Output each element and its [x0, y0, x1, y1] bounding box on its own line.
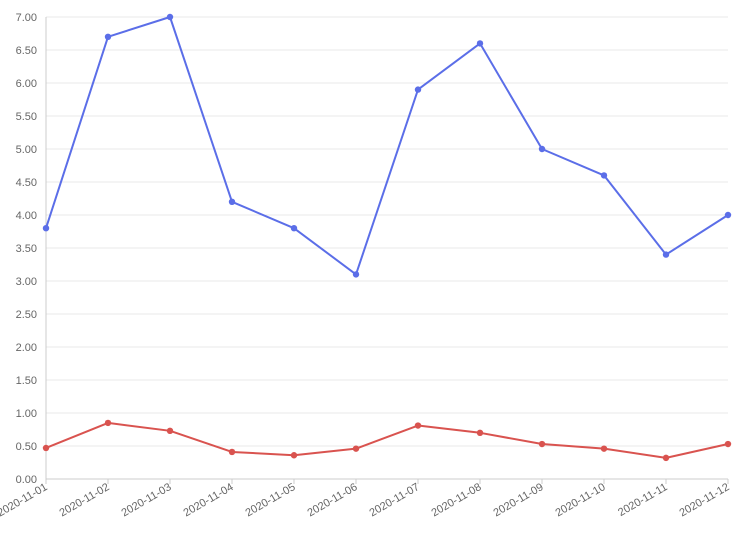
series-lines — [42, 13, 732, 462]
x-axis-tick-labels: 2020-11-01 2020-11-02 2020-11-03 2020-11-04… — [0, 481, 732, 519]
data-point[interactable] — [42, 444, 50, 452]
series-line — [45, 421, 729, 459]
y-tick-label: 0.50 — [16, 441, 37, 453]
y-tick-label: 4.50 — [16, 177, 37, 189]
data-point[interactable] — [166, 13, 174, 21]
data-point[interactable] — [166, 427, 174, 435]
y-tick-label: 3.00 — [16, 276, 37, 288]
x-tick-label: 2020-11-05 — [243, 481, 297, 519]
data-point[interactable] — [724, 440, 732, 448]
y-tick-label: 6.00 — [16, 78, 37, 90]
data-point[interactable] — [414, 422, 422, 429]
y-tick-label: 1.50 — [16, 375, 37, 387]
x-tick-label: 2020-11-02 — [57, 481, 111, 519]
data-point[interactable] — [104, 33, 112, 40]
x-tick-label: 2020-11-01 — [0, 481, 50, 519]
x-tick-label: 2020-11-10 — [553, 481, 607, 519]
x-tick-label: 2020-11-07 — [367, 481, 421, 519]
data-point[interactable] — [600, 172, 608, 179]
y-tick-label: 5.50 — [16, 111, 37, 123]
grid-lines — [46, 16, 728, 480]
x-tick-label: 2020-11-08 — [429, 481, 483, 519]
x-tick-label: 2020-11-12 — [677, 481, 731, 519]
y-tick-label: 5.00 — [16, 144, 37, 156]
data-point[interactable] — [104, 419, 112, 427]
series-1 — [42, 13, 732, 278]
data-point[interactable] — [290, 452, 298, 459]
axes — [45, 17, 729, 484]
y-tick-label: 2.50 — [16, 309, 37, 321]
y-tick-label: 2.00 — [16, 342, 37, 354]
y-tick-label: 6.50 — [16, 45, 37, 57]
y-tick-label: 7.00 — [16, 12, 37, 24]
data-point[interactable] — [352, 445, 360, 452]
x-tick-label: 2020-11-09 — [491, 481, 545, 519]
data-point[interactable] — [538, 145, 546, 153]
x-tick-label: 2020-11-11 — [616, 481, 669, 519]
data-point[interactable] — [724, 211, 732, 219]
data-point[interactable] — [414, 86, 422, 93]
data-point[interactable] — [476, 429, 484, 436]
data-point[interactable] — [42, 225, 50, 232]
data-point[interactable] — [600, 445, 608, 452]
data-point[interactable] — [476, 40, 484, 47]
y-tick-label: 3.50 — [16, 243, 37, 255]
y-tick-label: 4.00 — [16, 210, 37, 222]
data-point[interactable] — [662, 454, 670, 462]
x-tick-label: 2020-11-06 — [305, 481, 359, 519]
data-point[interactable] — [538, 440, 546, 448]
data-point[interactable] — [290, 225, 298, 232]
data-point[interactable] — [228, 198, 236, 205]
data-point[interactable] — [352, 271, 360, 278]
y-tick-label: 0.00 — [16, 474, 37, 486]
y-tick-label: 1.00 — [16, 408, 37, 420]
x-tick-label: 2020-11-04 — [181, 481, 235, 519]
data-point[interactable] — [228, 448, 236, 456]
y-axis-tick-labels: 0.00 0.50 1.00 1.50 2.00 2.50 3.00 3.50 4.00 4.50… — [16, 12, 37, 486]
series-2 — [42, 419, 732, 462]
data-point[interactable] — [662, 251, 670, 258]
series-line — [45, 16, 729, 276]
x-tick-label: 2020-11-03 — [119, 481, 173, 519]
